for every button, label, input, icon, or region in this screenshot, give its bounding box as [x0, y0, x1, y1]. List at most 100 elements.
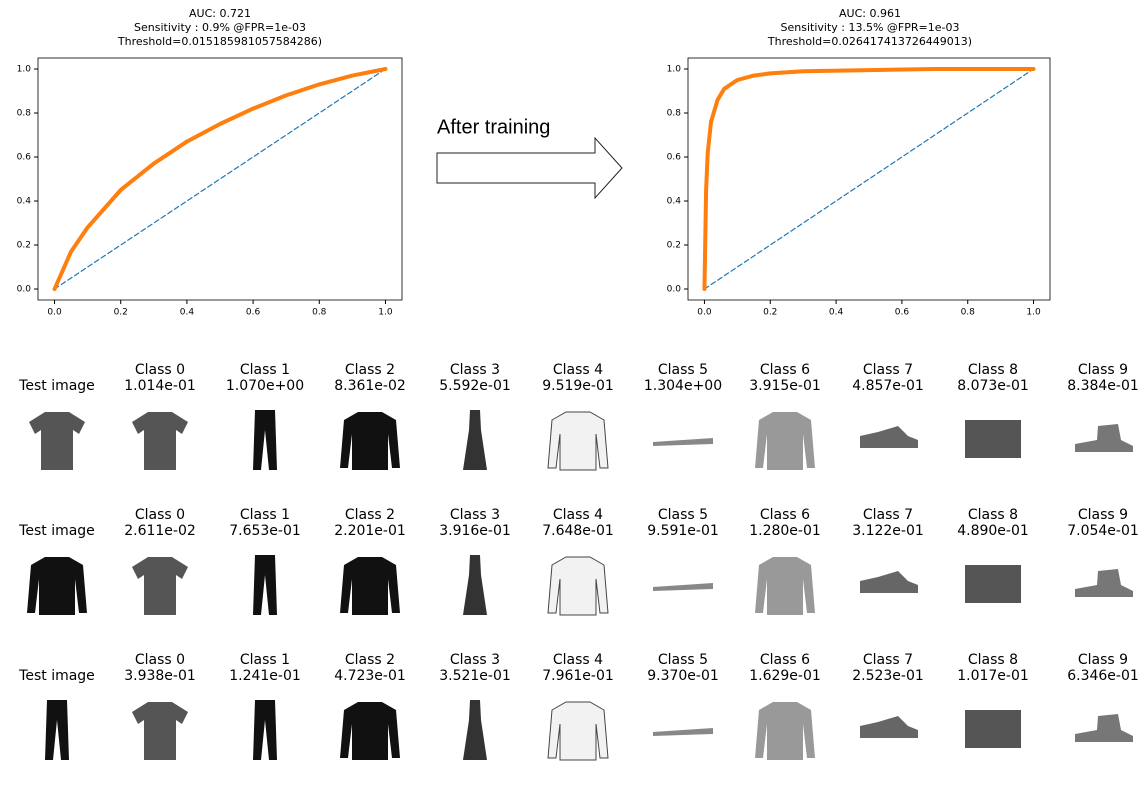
roc-curve — [52, 67, 388, 291]
chart-title: Sensitivity : 0.9% @FPR=1e-03 — [134, 21, 306, 34]
x-tick-label: 1.0 — [378, 308, 393, 318]
item-image — [132, 557, 188, 615]
item-image — [965, 710, 1021, 748]
class-score: 3.521e-01 — [439, 668, 511, 684]
item-image — [653, 438, 713, 446]
class-name: Class 7 — [863, 362, 913, 378]
class-name: Class 2 — [345, 652, 395, 668]
chart-title: Sensitivity : 13.5% @FPR=1e-03 — [781, 21, 960, 34]
item-image — [29, 412, 85, 470]
row-label: Test image — [18, 668, 95, 684]
class-score: 7.648e-01 — [542, 523, 614, 539]
arrow — [436, 136, 623, 200]
class-score: 1.629e-01 — [749, 668, 821, 684]
item-image — [860, 426, 918, 448]
class-name: Class 9 — [1078, 362, 1128, 378]
class-score: 3.938e-01 — [124, 668, 196, 684]
plot-frame — [687, 57, 1051, 301]
y-tick-label: 0.2 — [667, 241, 681, 251]
chart-title: Threshold=0.015185981057584286) — [117, 35, 322, 48]
diagonal-line — [703, 68, 1035, 290]
item-image — [463, 700, 487, 760]
class-name: Class 1 — [240, 362, 290, 378]
item-image — [653, 583, 713, 591]
item-image — [547, 556, 609, 616]
class-score: 7.653e-01 — [229, 523, 301, 539]
class-score: 9.370e-01 — [647, 668, 719, 684]
y-tick-label: 0.0 — [17, 285, 32, 295]
item-image — [340, 412, 400, 470]
item-image — [755, 412, 815, 470]
class-name: Class 5 — [658, 362, 708, 378]
item-image — [132, 702, 188, 760]
item-image — [547, 411, 609, 471]
item-image — [253, 700, 277, 760]
class-score: 1.014e-01 — [124, 378, 196, 394]
class-score: 9.519e-01 — [542, 378, 614, 394]
item-image — [463, 410, 487, 470]
item-image — [27, 557, 87, 615]
item-image — [340, 702, 400, 760]
class-score: 1.304e+00 — [644, 378, 722, 394]
class-score: 1.241e-01 — [229, 668, 301, 684]
diagonal-line — [53, 68, 387, 290]
item-image — [1075, 424, 1133, 452]
chart-title: AUC: 0.961 — [839, 7, 901, 20]
item-image — [965, 420, 1021, 458]
class-score: 9.591e-01 — [647, 523, 719, 539]
class-name: Class 6 — [760, 362, 810, 378]
y-tick-label: 0.8 — [17, 109, 32, 119]
class-score: 6.346e-01 — [1067, 668, 1139, 684]
class-score: 1.070e+00 — [226, 378, 304, 394]
y-tick-label: 0.6 — [667, 153, 682, 163]
class-name: Class 3 — [450, 652, 500, 668]
plot-frame — [37, 57, 403, 301]
class-score: 8.361e-02 — [334, 378, 406, 394]
x-tick-label: 0.0 — [47, 308, 62, 318]
x-tick-label: 1.0 — [1026, 308, 1041, 318]
y-tick-label: 0.6 — [17, 153, 32, 163]
y-tick-label: 0.0 — [667, 285, 682, 295]
annotation: After training — [437, 116, 550, 138]
item-image — [463, 555, 487, 615]
class-name: Class 3 — [450, 507, 500, 523]
item-image — [132, 412, 188, 470]
class-name: Class 0 — [135, 652, 185, 668]
x-tick-label: 0.2 — [114, 308, 128, 318]
x-tick-label: 0.8 — [312, 308, 327, 318]
class-name: Class 7 — [863, 652, 913, 668]
class-score: 3.916e-01 — [439, 523, 511, 539]
item-image — [860, 571, 918, 593]
class-score: 4.723e-01 — [334, 668, 406, 684]
item-image — [340, 557, 400, 615]
class-name: Class 4 — [553, 362, 603, 378]
class-name: Class 5 — [658, 652, 708, 668]
chart-title: Threshold=0.026417413726449013) — [767, 35, 972, 48]
item-image — [547, 701, 609, 761]
y-tick-label: 0.4 — [17, 197, 32, 207]
x-tick-label: 0.0 — [697, 308, 712, 318]
item-image — [1075, 714, 1133, 742]
class-score: 8.384e-01 — [1067, 378, 1139, 394]
item-image — [1075, 569, 1133, 597]
x-tick-label: 0.4 — [180, 308, 195, 318]
class-name: Class 9 — [1078, 652, 1128, 668]
class-name: Class 7 — [863, 507, 913, 523]
class-score: 2.611e-02 — [124, 523, 196, 539]
x-tick-label: 0.8 — [961, 308, 976, 318]
class-score: 7.054e-01 — [1067, 523, 1139, 539]
class-name: Class 6 — [760, 652, 810, 668]
class-name: Class 5 — [658, 507, 708, 523]
roc-curve — [702, 67, 1036, 291]
class-score: 3.122e-01 — [852, 523, 924, 539]
class-score: 1.017e-01 — [957, 668, 1029, 684]
class-name: Class 8 — [968, 362, 1018, 378]
class-name: Class 1 — [240, 507, 290, 523]
y-tick-label: 0.8 — [667, 109, 682, 119]
class-name: Class 1 — [240, 652, 290, 668]
class-name: Class 9 — [1078, 507, 1128, 523]
class-score: 8.073e-01 — [957, 378, 1029, 394]
class-name: Class 6 — [760, 507, 810, 523]
x-tick-label: 0.4 — [829, 308, 844, 318]
